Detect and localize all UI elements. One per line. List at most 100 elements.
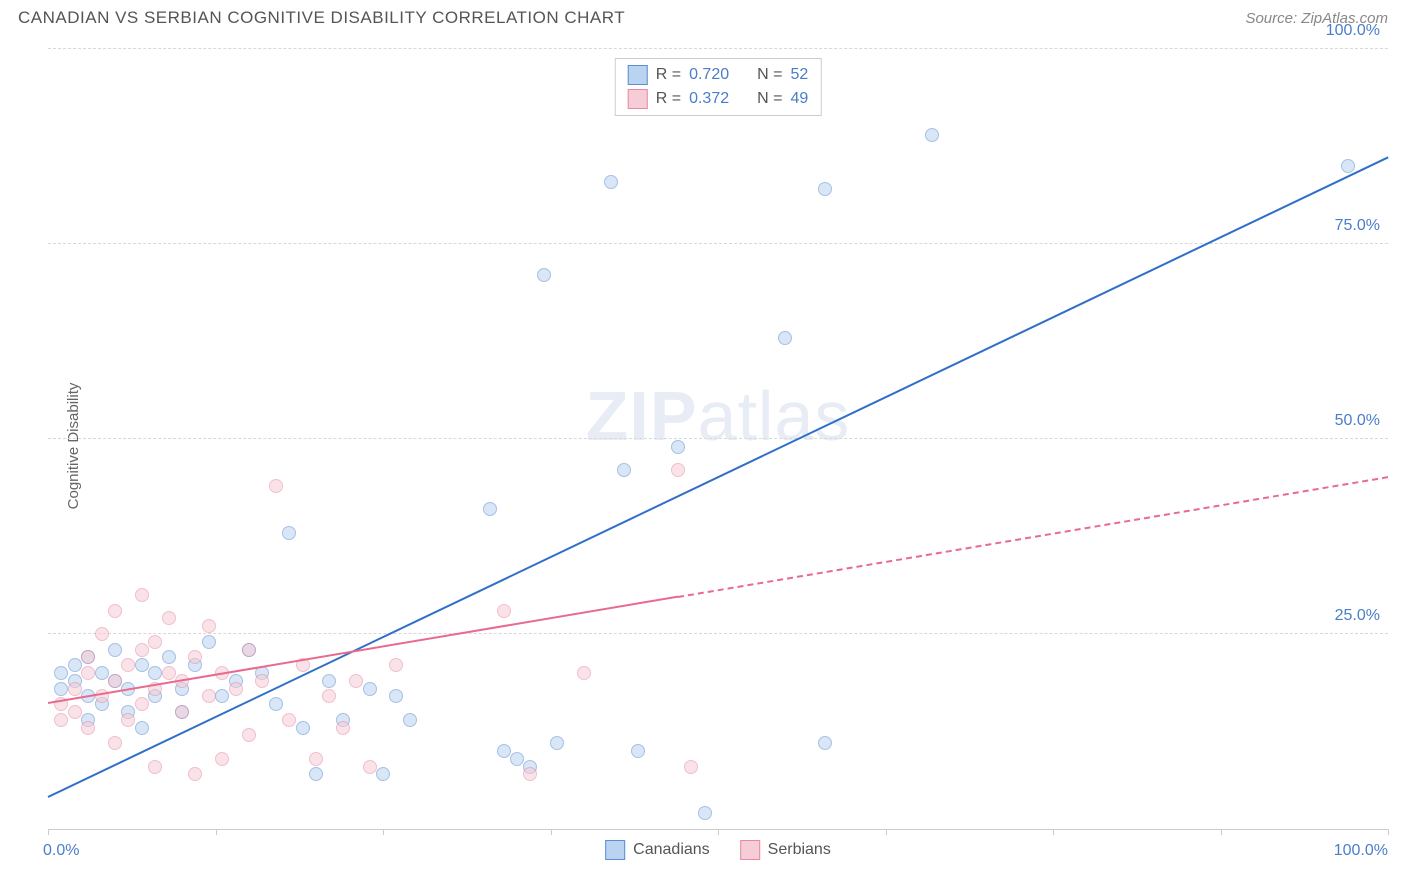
scatter-point — [925, 128, 939, 142]
scatter-point — [363, 760, 377, 774]
stats-legend: R =0.720N =52R =0.372N =49 — [615, 58, 822, 116]
scatter-point — [818, 736, 832, 750]
scatter-point — [403, 713, 417, 727]
scatter-point — [162, 666, 176, 680]
x-tick — [886, 829, 887, 835]
scatter-point — [229, 682, 243, 696]
y-tick-label: 25.0% — [1335, 607, 1380, 625]
scatter-point — [483, 502, 497, 516]
scatter-point — [523, 767, 537, 781]
scatter-point — [778, 331, 792, 345]
scatter-point — [282, 526, 296, 540]
scatter-point — [215, 752, 229, 766]
legend-swatch — [740, 840, 760, 860]
chart-header: CANADIAN VS SERBIAN COGNITIVE DISABILITY… — [0, 0, 1406, 32]
x-tick — [551, 829, 552, 835]
scatter-point — [188, 767, 202, 781]
scatter-point — [68, 705, 82, 719]
trend-line — [678, 476, 1389, 598]
n-value: 52 — [790, 66, 808, 84]
legend-swatch — [628, 65, 648, 85]
scatter-point — [684, 760, 698, 774]
watermark: ZIPatlas — [586, 376, 851, 456]
chart-title: CANADIAN VS SERBIAN COGNITIVE DISABILITY… — [18, 8, 625, 28]
scatter-point — [135, 697, 149, 711]
chart-container: ZIPatlas R =0.720N =52R =0.372N =49 25.0… — [48, 50, 1388, 830]
scatter-point — [54, 713, 68, 727]
scatter-point — [148, 635, 162, 649]
trend-line — [48, 156, 1389, 797]
scatter-point — [81, 650, 95, 664]
scatter-point — [322, 674, 336, 688]
legend-swatch — [628, 89, 648, 109]
legend-swatch — [605, 840, 625, 860]
scatter-point — [162, 611, 176, 625]
scatter-point — [1341, 159, 1355, 173]
scatter-point — [497, 744, 511, 758]
scatter-point — [68, 658, 82, 672]
scatter-point — [108, 736, 122, 750]
scatter-point — [68, 682, 82, 696]
scatter-point — [202, 689, 216, 703]
scatter-point — [604, 175, 618, 189]
r-value: 0.372 — [689, 90, 729, 108]
scatter-point — [818, 182, 832, 196]
scatter-point — [215, 689, 229, 703]
scatter-point — [309, 767, 323, 781]
scatter-point — [95, 666, 109, 680]
scatter-point — [617, 463, 631, 477]
scatter-point — [108, 604, 122, 618]
scatter-point — [537, 268, 551, 282]
scatter-point — [510, 752, 524, 766]
scatter-point — [148, 666, 162, 680]
scatter-point — [376, 767, 390, 781]
scatter-point — [202, 619, 216, 633]
r-label: R = — [656, 90, 681, 108]
scatter-point — [309, 752, 323, 766]
x-min-label: 0.0% — [43, 842, 79, 860]
x-tick — [1221, 829, 1222, 835]
x-tick — [48, 829, 49, 835]
gridline — [48, 438, 1388, 439]
scatter-point — [135, 643, 149, 657]
scatter-point — [54, 682, 68, 696]
y-tick-label: 100.0% — [1326, 22, 1380, 40]
scatter-point — [336, 721, 350, 735]
scatter-point — [631, 744, 645, 758]
scatter-point — [389, 658, 403, 672]
n-value: 49 — [790, 90, 808, 108]
x-tick — [1388, 829, 1389, 835]
gridline — [48, 48, 1388, 49]
x-tick — [1053, 829, 1054, 835]
scatter-point — [135, 588, 149, 602]
legend-label: Canadians — [633, 841, 710, 859]
x-tick — [383, 829, 384, 835]
scatter-point — [135, 658, 149, 672]
scatter-point — [698, 806, 712, 820]
scatter-point — [296, 721, 310, 735]
scatter-point — [54, 666, 68, 680]
scatter-point — [242, 728, 256, 742]
legend-item: Canadians — [605, 840, 710, 860]
legend-item: Serbians — [740, 840, 831, 860]
scatter-point — [269, 697, 283, 711]
scatter-point — [389, 689, 403, 703]
plot-area: ZIPatlas R =0.720N =52R =0.372N =49 25.0… — [48, 50, 1388, 830]
scatter-point — [121, 713, 135, 727]
scatter-point — [671, 463, 685, 477]
stats-legend-row: R = 0.372 N = 49 — [628, 87, 809, 111]
scatter-point — [175, 705, 189, 719]
x-tick — [216, 829, 217, 835]
scatter-point — [349, 674, 363, 688]
scatter-point — [322, 689, 336, 703]
scatter-point — [108, 643, 122, 657]
y-tick-label: 75.0% — [1335, 217, 1380, 235]
scatter-point — [255, 674, 269, 688]
scatter-point — [162, 650, 176, 664]
scatter-point — [95, 627, 109, 641]
y-tick-label: 50.0% — [1335, 412, 1380, 430]
scatter-point — [81, 721, 95, 735]
r-label: R = — [656, 66, 681, 84]
n-label: N = — [757, 90, 782, 108]
scatter-point — [671, 440, 685, 454]
